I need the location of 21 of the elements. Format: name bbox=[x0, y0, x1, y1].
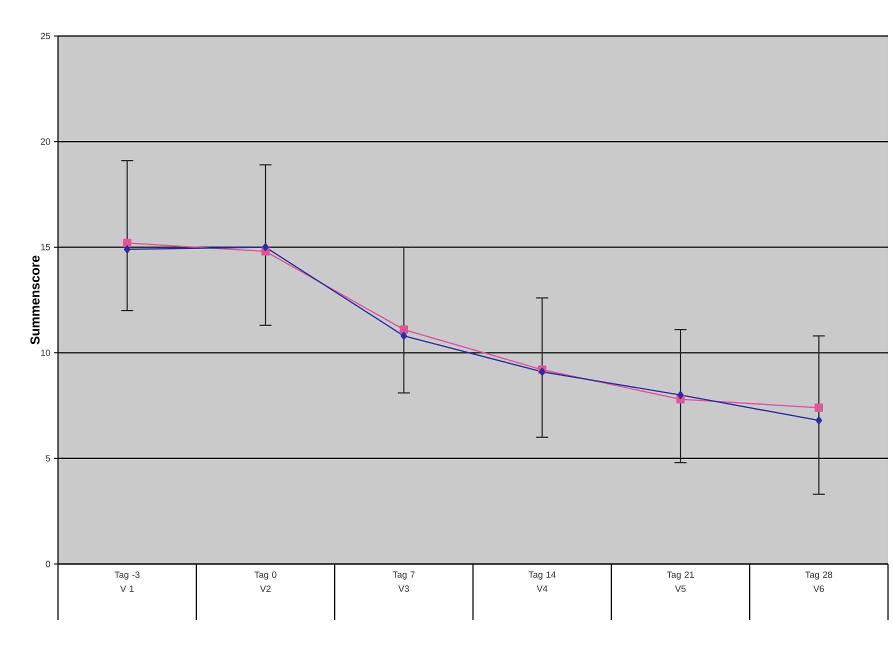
x-tick-label: Tag 7 V3 bbox=[392, 572, 415, 592]
point bbox=[814, 404, 823, 412]
point bbox=[262, 243, 269, 252]
x-tick-label: Tag 21 V5 bbox=[666, 572, 694, 592]
x-tick-label: Tag -3 V 1 bbox=[114, 572, 140, 592]
y-tick-label: 20 bbox=[40, 138, 50, 145]
point bbox=[400, 325, 408, 334]
point bbox=[400, 332, 408, 340]
y-tick-label: 25 bbox=[40, 32, 50, 40]
y-axis-title: Summenscore bbox=[30, 256, 40, 344]
x-tick-label: Tag 14 V4 bbox=[528, 572, 556, 592]
x-tick-label: Tag 28 V6 bbox=[805, 572, 832, 592]
x-tick-label: Tag 0 V2 bbox=[254, 572, 276, 592]
point bbox=[123, 238, 132, 248]
point bbox=[677, 390, 684, 400]
point bbox=[124, 245, 130, 254]
y-tick-label: 15 bbox=[41, 244, 50, 250]
y-tick-label: 5 bbox=[46, 455, 50, 462]
y-tick-label: 10 bbox=[41, 350, 50, 356]
y-tick-label: 0 bbox=[46, 560, 50, 568]
point bbox=[816, 416, 822, 425]
